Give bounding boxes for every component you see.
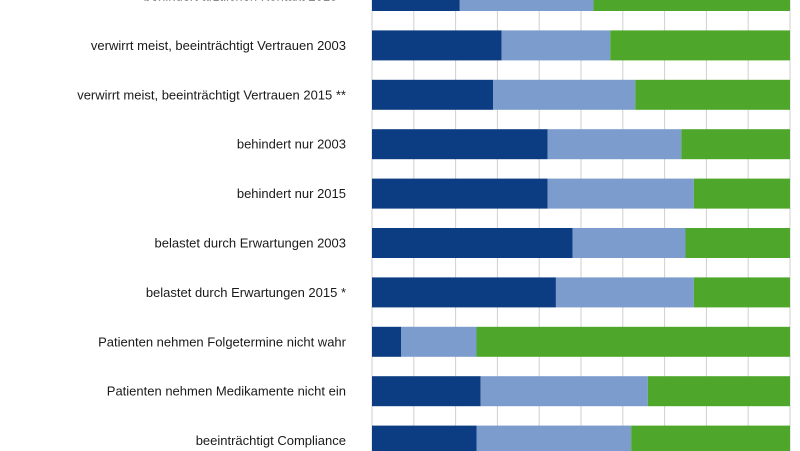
bar-segment-series-1 [372,178,548,209]
bar-segment-series-3 [681,129,790,160]
category-label: Patienten nehmen Medikamente nicht ein [107,384,346,399]
bar-segment-series-2 [476,425,632,451]
category-label: verwirrt meist, beeinträchtigt Vertrauen… [77,87,346,102]
bar-segment-series-2 [459,0,594,11]
bar-segment-series-1 [372,376,481,407]
bar-segment-series-3 [635,79,790,110]
bar-segment-series-1 [372,326,402,357]
bar-segment-series-3 [610,30,790,61]
category-label: behindert nur 2015 [237,186,346,201]
bar-segment-series-3 [685,228,790,258]
grid [371,0,791,451]
bar-segment-series-1 [372,30,502,61]
bar-segment-series-1 [372,129,548,160]
bar-segment-series-3 [647,376,790,407]
bar-segment-series-3 [593,0,790,11]
bar-segment-series-2 [547,178,694,209]
bar-segment-series-3 [631,425,790,451]
bar-segment-series-1 [372,0,460,11]
bar-segment-series-2 [501,30,611,61]
bar-segment-series-1 [372,79,494,110]
category-label: behindert ärztlichen Kontakt 2015 * [144,0,346,4]
bar-segment-series-3 [693,178,790,209]
category-label: belastet durch Erwartungen 2015 * [146,285,346,300]
bar-segment-series-2 [555,277,694,308]
category-label: beeinträchtigt Compliance [196,433,346,448]
category-labels: behindert ärztlichen Kontakt 2015 * verwi… [77,0,346,448]
bar-segment-series-3 [693,277,790,308]
bar-segment-series-2 [493,79,636,110]
bar-segment-series-2 [572,228,686,258]
category-label: verwirrt meist, beeinträchtigt Vertrauen… [91,38,346,53]
bar-segment-series-2 [480,376,648,407]
bar-segment-series-1 [372,228,573,258]
category-label: Patienten nehmen Folgetermine nicht wahr [98,334,347,349]
category-label: belastet durch Erwartungen 2003 [154,236,346,251]
bar-segment-series-1 [372,277,556,308]
bar-segment-series-3 [476,326,790,357]
bar-segment-series-2 [401,326,477,357]
bar-segment-series-2 [547,129,682,160]
bar-segment-series-1 [372,425,477,451]
bars [372,0,790,451]
category-label: behindert nur 2003 [237,137,346,152]
